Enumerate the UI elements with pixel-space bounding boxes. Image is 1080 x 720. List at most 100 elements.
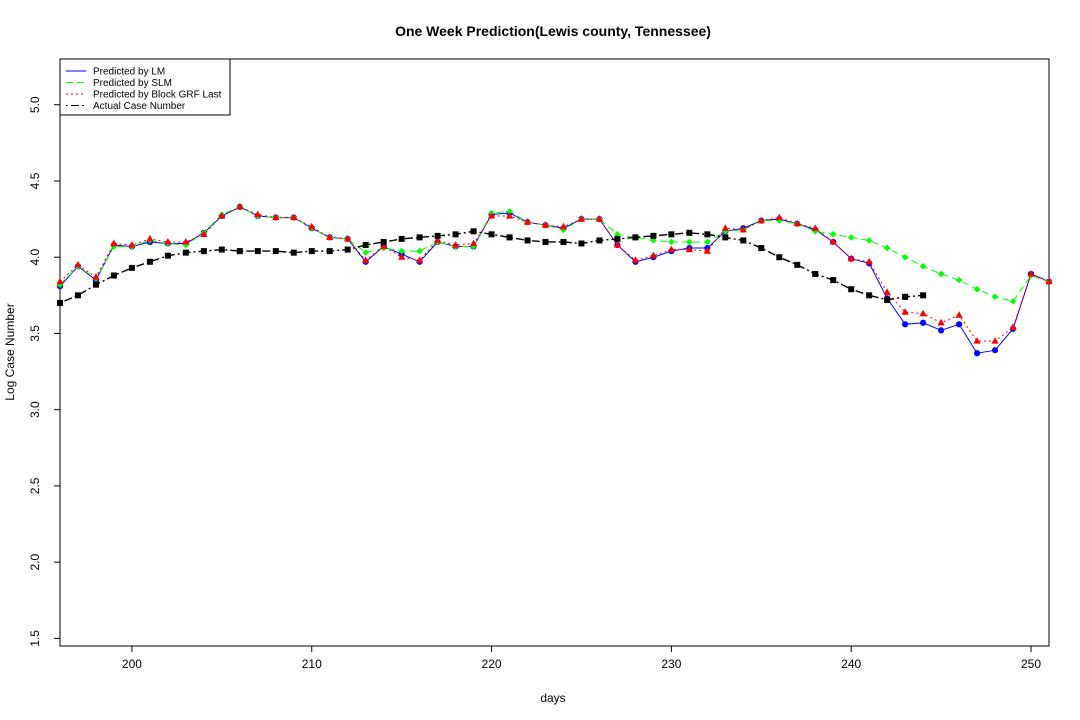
- y-axis: 1.5 2.0 2.5 3.0 3.5 4.0 4.5 5.0: [28, 96, 60, 647]
- series-3-point: [919, 309, 927, 317]
- series-2-point: [919, 263, 927, 270]
- series-4-point: [326, 248, 333, 255]
- y-tick-label: 4.5: [28, 172, 42, 189]
- series-4-point: [776, 254, 783, 261]
- series-3: [56, 202, 1053, 344]
- series-4-point: [668, 231, 675, 238]
- series-2-point: [901, 253, 909, 261]
- y-tick-label: 1.5: [28, 630, 42, 647]
- series-3-point: [380, 242, 388, 250]
- series-3-point: [505, 212, 514, 219]
- series-3-point: [326, 233, 334, 240]
- series-3-point: [739, 225, 747, 233]
- series-4-point: [146, 258, 153, 265]
- x-tick-label: 250: [1021, 657, 1041, 671]
- series-2-point: [56, 281, 64, 288]
- series-3-point: [487, 212, 496, 219]
- legend-label: Predicted by Block GRF Last: [93, 90, 222, 101]
- series-4-point: [794, 261, 801, 268]
- series-3-point: [721, 224, 729, 231]
- series-3-point: [272, 213, 280, 221]
- series-2-point: [398, 247, 405, 255]
- x-tick-label: 220: [482, 657, 502, 671]
- series-4-point: [524, 237, 531, 244]
- series-3-point: [667, 245, 675, 253]
- legend-box: [59, 58, 231, 116]
- series-3-point: [523, 218, 532, 225]
- series-2-point: [686, 238, 693, 246]
- series-3-point: [416, 256, 424, 263]
- series-4-point: [686, 229, 693, 236]
- series-1-point: [920, 319, 927, 326]
- legend-label: Predicted by LM: [93, 67, 165, 78]
- series-2: [56, 203, 1053, 305]
- series-3-point: [398, 253, 406, 260]
- series-4-point: [542, 238, 549, 245]
- series-4-point: [866, 292, 873, 299]
- series-3-point: [469, 239, 478, 247]
- y-tick-label: 5.0: [28, 96, 42, 113]
- series-3-point: [901, 308, 909, 315]
- series-4-point: [434, 232, 441, 239]
- series-4-point: [758, 245, 765, 252]
- y-tick-label: 3.0: [28, 401, 42, 418]
- series-4-point: [110, 272, 117, 279]
- series-4-point: [812, 270, 819, 277]
- series-3-point: [991, 337, 999, 344]
- series-3-point: [200, 230, 208, 237]
- series-2-point: [704, 238, 711, 246]
- series-4-point: [848, 286, 855, 293]
- x-axis: 200 210 220 230 240 250: [122, 646, 1041, 671]
- series-2-point: [865, 237, 873, 244]
- series-4-point: [362, 242, 369, 249]
- series-3-point: [434, 236, 442, 244]
- series-4-point: [218, 246, 225, 253]
- series-4-point: [398, 235, 405, 242]
- series-4-point: [452, 231, 459, 238]
- series-2-point: [722, 227, 729, 235]
- series-3-point: [577, 215, 586, 222]
- series-1-point: [902, 321, 909, 328]
- y-tick-label: 2.5: [28, 477, 42, 494]
- series-4-point: [344, 246, 351, 253]
- series-3-point: [631, 256, 640, 263]
- series-2-point: [937, 270, 945, 278]
- series-2-point: [829, 231, 837, 238]
- y-tick-label: 2.0: [28, 553, 42, 570]
- series-4-point: [884, 296, 891, 303]
- series-4-point: [470, 228, 477, 235]
- series-2-point: [883, 244, 891, 252]
- series-3-point: [775, 213, 783, 221]
- series-4-point: [290, 249, 297, 256]
- series-4-point: [272, 248, 279, 255]
- series-2-point: [416, 247, 423, 255]
- series-3-point: [847, 254, 855, 262]
- series-4-point: [128, 264, 135, 271]
- series-4-point: [506, 234, 513, 241]
- series-3-point: [541, 221, 550, 228]
- plot-area: [56, 202, 1053, 357]
- series-3-point: [254, 210, 262, 218]
- series-4-point: [74, 292, 81, 299]
- series-2-point: [1009, 298, 1017, 305]
- series-4-point: [92, 281, 99, 288]
- series-2-point: [973, 285, 981, 293]
- series-3-point: [865, 257, 873, 265]
- series-3-point: [92, 273, 100, 280]
- x-tick-label: 230: [661, 657, 681, 671]
- series-1-point: [955, 321, 963, 328]
- series-3-point: [56, 277, 64, 285]
- series-4-point: [380, 238, 387, 245]
- series-2-point: [668, 238, 675, 246]
- series-2-point: [506, 208, 513, 215]
- series-2-point: [847, 234, 855, 241]
- series-4: [57, 228, 927, 306]
- series-3-point: [290, 213, 298, 221]
- series-4-point: [596, 237, 603, 244]
- series-3-point: [236, 202, 244, 210]
- series-3-point: [883, 288, 891, 295]
- series-4-point: [308, 248, 315, 255]
- series-4-point: [200, 248, 207, 255]
- plot-frame: [59, 58, 1050, 647]
